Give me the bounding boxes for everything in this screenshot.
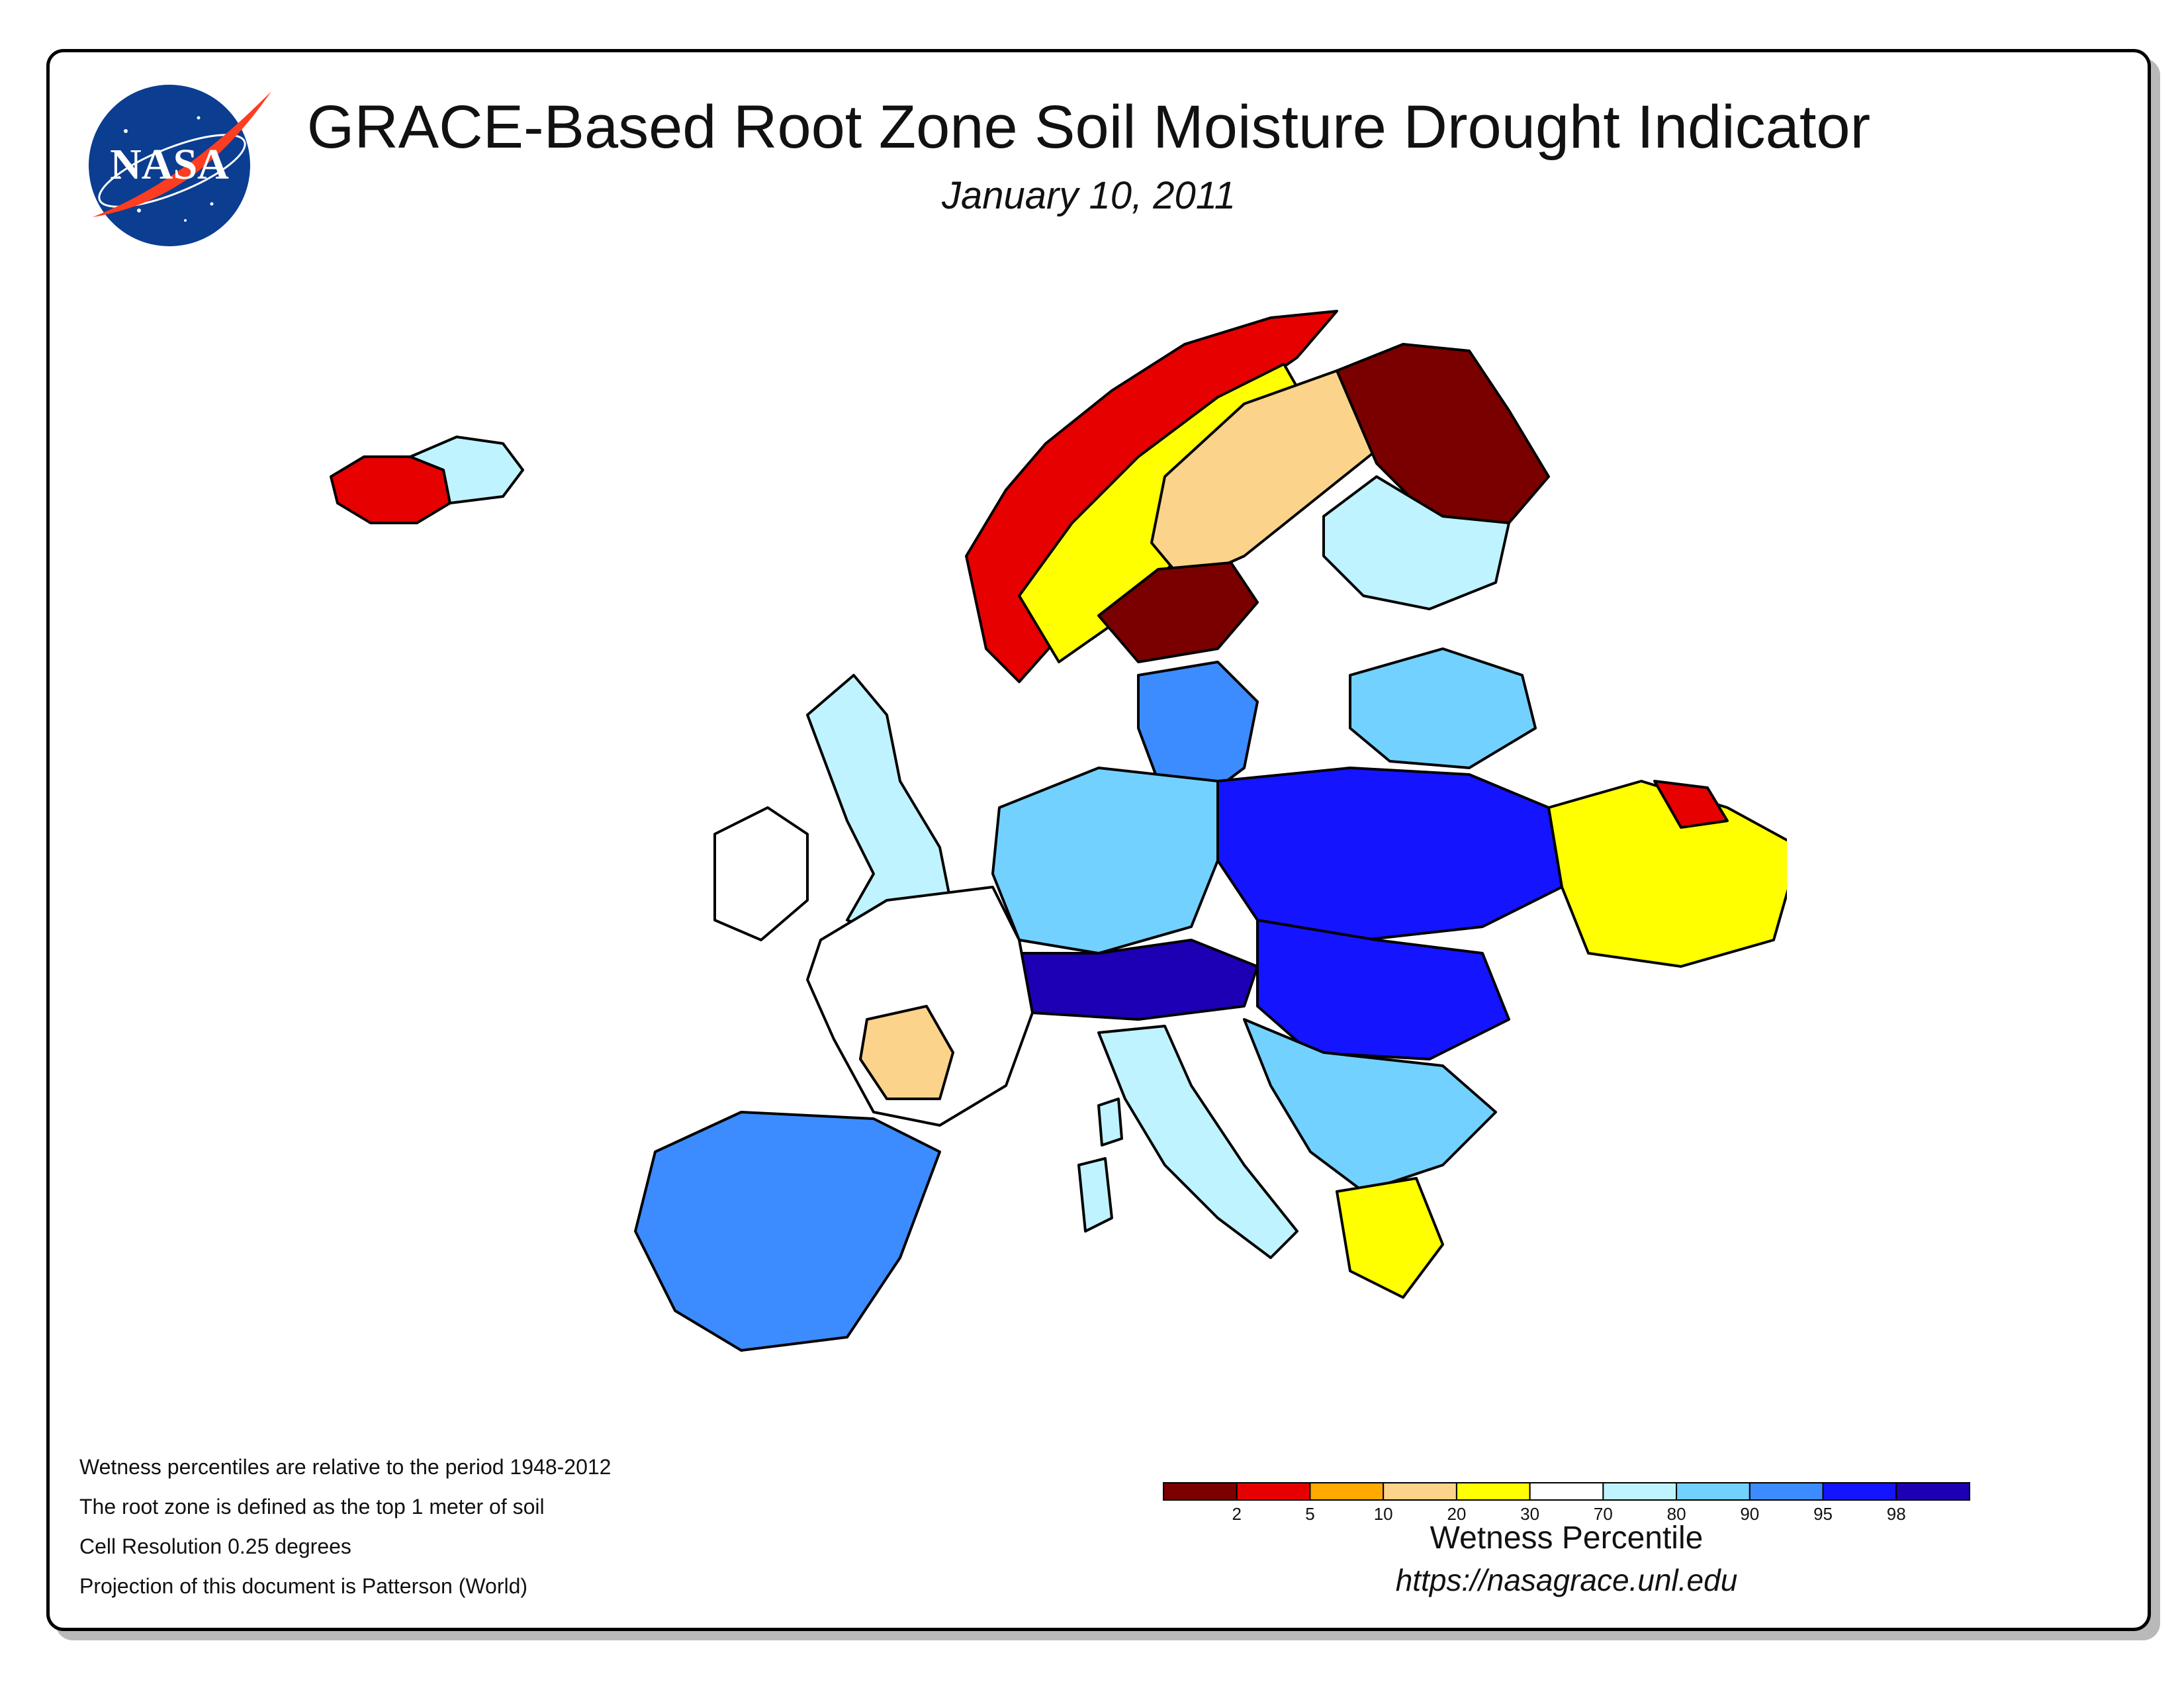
legend-swatch xyxy=(1529,1482,1604,1501)
legend-swatch xyxy=(1236,1482,1311,1501)
legend-swatch xyxy=(1676,1482,1751,1501)
logo-text: NASA xyxy=(110,140,229,189)
region-corsica xyxy=(1097,1098,1123,1147)
region-baltics xyxy=(1349,647,1537,769)
nasa-logo: NASA xyxy=(89,85,271,246)
region-hungary-romania xyxy=(1256,919,1510,1060)
legend-swatch xyxy=(1383,1482,1457,1501)
region-germany xyxy=(991,767,1219,955)
notes-block: Wetness percentiles are relative to the … xyxy=(79,1447,611,1606)
europe-map xyxy=(330,310,1787,1352)
legend-tick-label: 2 xyxy=(1232,1504,1241,1524)
region-poland-belarus xyxy=(1216,767,1563,941)
legend-swatch xyxy=(1309,1482,1385,1501)
region-iberia xyxy=(634,1111,941,1352)
region-greece xyxy=(1336,1177,1444,1299)
region-ukraine-east xyxy=(1547,780,1787,968)
legend-swatch xyxy=(1602,1482,1678,1501)
region-ireland xyxy=(713,806,809,941)
source-url[interactable]: https://nasagrace.unl.edu xyxy=(1395,1563,1738,1597)
legend-tick-label: 95 xyxy=(1813,1504,1833,1524)
legend-tick-label: 30 xyxy=(1520,1504,1539,1524)
region-iceland-north xyxy=(409,436,524,504)
legend-swatch xyxy=(1749,1482,1824,1501)
region-sweden-central xyxy=(1097,561,1259,663)
region-france-southwest xyxy=(859,1005,954,1100)
region-sardinia xyxy=(1077,1157,1113,1233)
legend-swatch xyxy=(1455,1482,1531,1501)
legend-swatch xyxy=(1895,1482,1970,1501)
region-balkans xyxy=(1243,1018,1497,1193)
region-finland-north xyxy=(1336,343,1550,524)
legend-colorbar: 2 5 10 20 30 70 80 90 95 98 xyxy=(1163,1482,1970,1524)
region-italy xyxy=(1097,1025,1298,1259)
region-alps xyxy=(1005,939,1259,1021)
note-projection: Projection of this document is Patterson… xyxy=(79,1574,528,1598)
legend-title: Wetness Percentile xyxy=(1430,1521,1704,1556)
region-finland-south xyxy=(1322,475,1510,610)
legend-tick-label: 10 xyxy=(1374,1504,1393,1524)
legend-swatch xyxy=(1822,1482,1897,1501)
legend-tick-label: 90 xyxy=(1740,1504,1759,1524)
legend-tick-label: 70 xyxy=(1594,1504,1613,1524)
note-period: Wetness percentiles are relative to the … xyxy=(79,1455,612,1479)
legend-tick-label: 80 xyxy=(1667,1504,1686,1524)
note-resolution: Cell Resolution 0.25 degrees xyxy=(79,1534,351,1558)
region-russia-border xyxy=(1653,780,1729,829)
legend-tick-label: 5 xyxy=(1305,1504,1314,1524)
chart-title: GRACE-Based Root Zone Soil Moisture Drou… xyxy=(306,93,1871,161)
note-root-zone: The root zone is defined as the top 1 me… xyxy=(79,1495,545,1519)
legend-tick-label: 98 xyxy=(1887,1504,1906,1524)
chart-date: January 10, 2011 xyxy=(942,174,1236,217)
region-sweden-north xyxy=(1150,369,1391,584)
legend-swatch xyxy=(1163,1482,1238,1501)
legend-tick-label: 20 xyxy=(1447,1504,1466,1524)
